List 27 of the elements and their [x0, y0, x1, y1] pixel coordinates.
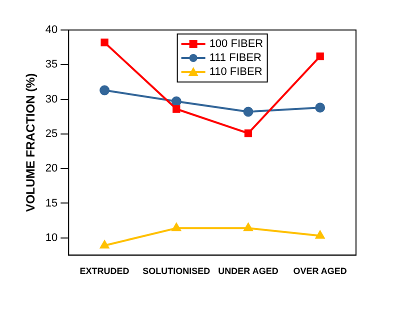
y-tick-label: 10 — [45, 232, 58, 244]
x-tick-label: UNDER AGED — [218, 266, 279, 276]
point — [172, 223, 181, 232]
point — [171, 96, 182, 106]
y-tick-label: 35 — [45, 58, 58, 71]
point — [243, 106, 254, 117]
y-tick-label: 25 — [45, 128, 58, 140]
x-tick-label: SOLUTIONISED — [142, 266, 211, 276]
legend-label: 110 FIBER — [209, 66, 262, 78]
point — [315, 102, 326, 113]
point — [316, 230, 325, 239]
point — [100, 85, 110, 96]
legend-label: 100 FIBER — [209, 38, 264, 50]
y-tick-label: 40 — [45, 24, 58, 36]
point — [244, 223, 253, 232]
point — [172, 105, 180, 113]
y-axis-title: VOLUME FRACTION (%) — [24, 73, 38, 212]
x-tick-label: EXTRUDED — [80, 266, 130, 276]
point — [100, 240, 110, 248]
legend-label: 111 FIBER — [209, 52, 262, 64]
y-tick-label: 20 — [45, 162, 58, 175]
y-tick-label: 30 — [45, 93, 58, 106]
point — [100, 38, 108, 46]
point — [316, 52, 324, 60]
x-tick-label: OVER AGED — [293, 266, 348, 276]
point — [244, 129, 252, 138]
y-tick-label: 15 — [45, 197, 58, 210]
